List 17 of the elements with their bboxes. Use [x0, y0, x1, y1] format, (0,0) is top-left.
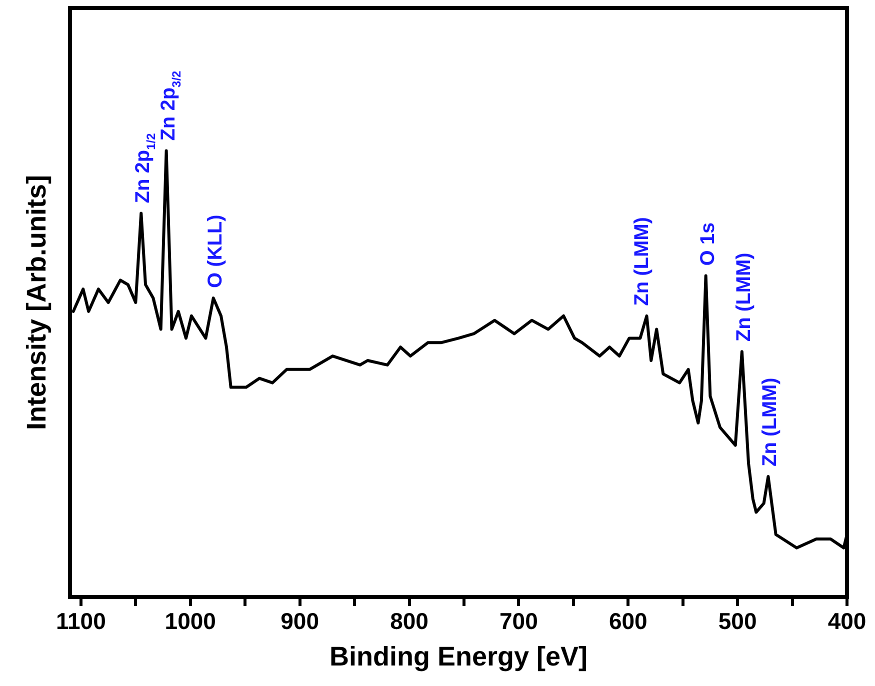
annotation: Zn (LMM): [732, 252, 755, 342]
y-axis-title: Intensity [Arb.units]: [21, 175, 52, 430]
x-tick-label: 1100: [56, 608, 106, 634]
x-tick-label: 900: [280, 608, 320, 634]
x-tick-label: 600: [608, 608, 648, 634]
x-tick-label: 700: [500, 608, 538, 634]
annotation: O 1s: [696, 222, 719, 266]
x-tick-label: 500: [718, 608, 757, 634]
annotation: O (KLL): [204, 214, 226, 288]
x-axis-title: Binding Energy [eV]: [329, 641, 588, 672]
annotation: Zn (LMM): [631, 217, 654, 306]
annotation: Zn 2p1/2: [132, 132, 158, 204]
annotation: Zn (LMM): [759, 378, 782, 467]
annotation: Zn 2p3/2: [157, 70, 184, 141]
x-tick-label: 400: [828, 608, 866, 634]
x-tick-label: 1000: [164, 608, 216, 634]
x-tick-label: 800: [390, 608, 428, 634]
